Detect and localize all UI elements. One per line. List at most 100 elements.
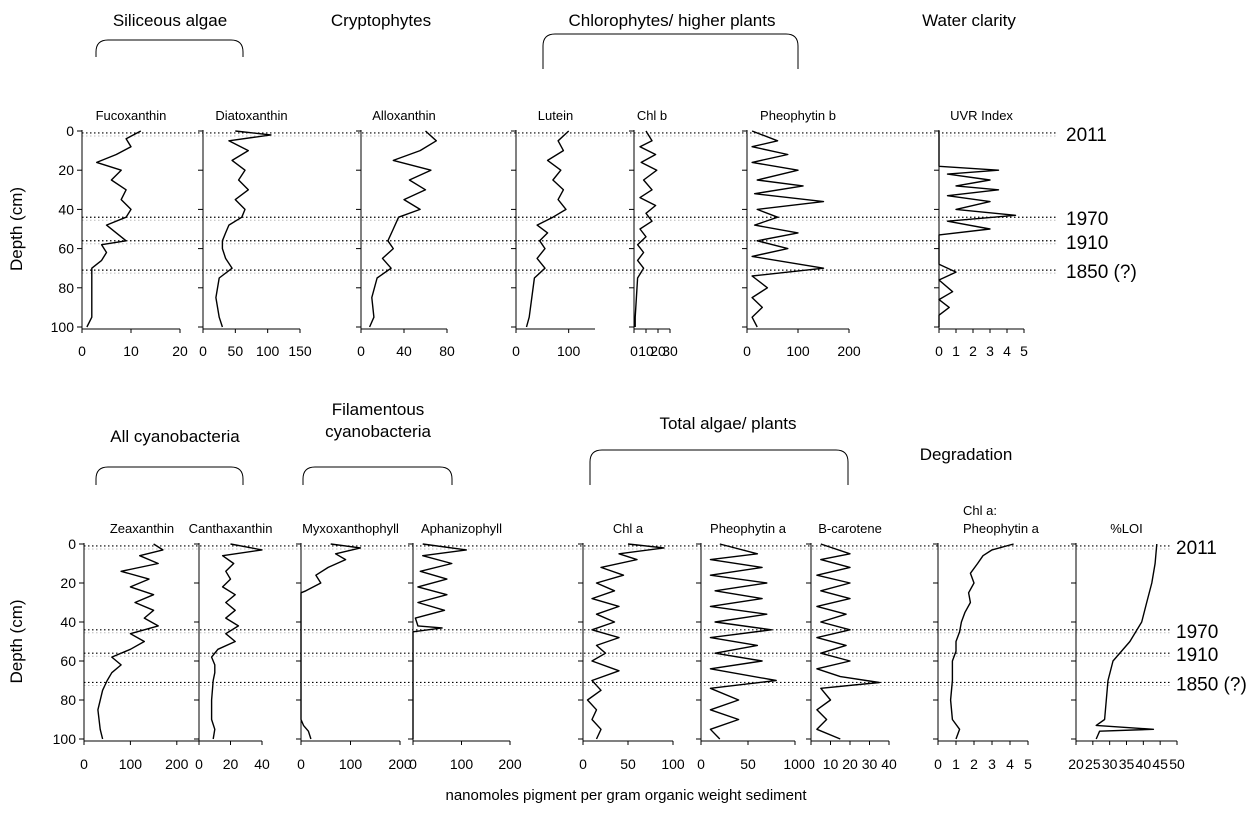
x-tick-label-bcarotene-10: 10 (823, 756, 839, 772)
x-tick-label-loi-35: 35 (1119, 756, 1135, 772)
series-line-pheophytina (709, 543, 777, 740)
series-line-chla_pheo (949, 543, 1014, 740)
reference-label-row0: 1850 (?) (1066, 262, 1137, 283)
panel-title-diatoxanthin: Diatoxanthin (215, 108, 287, 123)
x-tick-label-aphanizophyll-0: 0 (409, 756, 417, 772)
common-xlabel: nanomoles pigment per gram organic weigh… (445, 787, 807, 804)
panel-title-chla: Chl a (613, 521, 644, 536)
group-bracket-cyano (95, 466, 244, 485)
group-bracket-filcyano (302, 466, 453, 485)
x-tick-label-loi-30: 30 (1102, 756, 1118, 772)
panel-title-myxoxanthophyll: Myxoxanthophyll (302, 521, 399, 536)
x-tick-label-zeaxanthin-100: 100 (119, 756, 143, 772)
x-tick-label-chla_pheo-1: 1 (952, 756, 960, 772)
series-line-uvr (938, 131, 1017, 327)
x-tick-label-aphanizophyll-200: 200 (498, 756, 522, 772)
x-tick-label-loi-25: 25 (1085, 756, 1101, 772)
x-tick-label-fucoxanthin-10: 10 (123, 343, 139, 359)
x-tick-label-uvr-1: 1 (952, 343, 960, 359)
y-tick-label-fucoxanthin-80: 80 (58, 280, 74, 296)
x-tick-label-chlb-30: 30 (662, 343, 678, 359)
y-tick-label-zeaxanthin-80: 80 (60, 692, 76, 708)
panel-title-uvr: UVR Index (950, 108, 1013, 123)
x-tick-label-chla_pheo-3: 3 (988, 756, 996, 772)
y-tick-label-fucoxanthin-100: 100 (51, 319, 75, 335)
x-tick-label-bcarotene-40: 40 (881, 756, 897, 772)
x-tick-label-diatoxanthin-150: 150 (288, 343, 312, 359)
x-tick-label-alloxanthin-0: 0 (357, 343, 365, 359)
series-line-pheophytinb (751, 130, 825, 328)
x-tick-label-chla_pheo-2: 2 (970, 756, 978, 772)
x-tick-label-myxoxanthophyll-0: 0 (297, 756, 305, 772)
group-label-total: Total algae/ plants (659, 414, 796, 433)
series-line-fucoxanthin (86, 130, 142, 328)
x-tick-label-pheophytina-0: 0 (697, 756, 705, 772)
panel-title-canthaxanthin: Canthaxanthin (189, 521, 273, 536)
reference-label-row1: 1910 (1176, 645, 1218, 666)
series-line-aphanizophyll (412, 543, 468, 739)
y-tick-label-zeaxanthin-0: 0 (68, 536, 76, 552)
series-line-zeaxanthin (97, 543, 164, 740)
x-tick-label-uvr-4: 4 (1003, 343, 1011, 359)
panel-title-aphanizophyll: Aphanizophyll (421, 521, 502, 536)
x-tick-label-lutein-0: 0 (512, 343, 520, 359)
x-tick-label-aphanizophyll-100: 100 (450, 756, 474, 772)
panel-title-pheophytina: Pheophytin a (710, 521, 787, 536)
x-tick-label-loi-45: 45 (1152, 756, 1168, 772)
x-tick-label-uvr-3: 3 (986, 343, 994, 359)
x-tick-label-bcarotene-20: 20 (842, 756, 858, 772)
series-line-alloxanthin (368, 130, 437, 328)
y-tick-label-fucoxanthin-20: 20 (58, 162, 74, 178)
y-tick-label-fucoxanthin-0: 0 (66, 123, 74, 139)
series-line-diatoxanthin (215, 130, 272, 328)
panel-title-chla_pheo-line2: Pheophytin a (963, 521, 1040, 536)
x-tick-label-loi-40: 40 (1136, 756, 1152, 772)
x-tick-label-chla_pheo-5: 5 (1024, 756, 1032, 772)
x-tick-label-diatoxanthin-50: 50 (228, 343, 244, 359)
group-label-cyano: All cyanobacteria (110, 427, 240, 446)
panel-title-bcarotene: Β-carotene (818, 521, 882, 536)
group-bracket-total (589, 449, 849, 485)
x-tick-label-canthaxanthin-0: 0 (195, 756, 203, 772)
x-tick-label-fucoxanthin-20: 20 (172, 343, 188, 359)
y-axis-label-row0: Depth (cm) (7, 187, 26, 271)
x-tick-label-chlb-20: 20 (650, 343, 666, 359)
x-tick-label-chla-50: 50 (620, 756, 636, 772)
y-tick-label-zeaxanthin-20: 20 (60, 575, 76, 591)
panel-title-pheophytinb: Pheophytin b (760, 108, 836, 123)
panel-title-loi: %LOI (1110, 521, 1143, 536)
x-tick-label-bcarotene-0: 0 (807, 756, 815, 772)
group-label-degradation: Degradation (920, 445, 1013, 464)
x-tick-label-zeaxanthin-0: 0 (80, 756, 88, 772)
x-tick-label-pheophytina-50: 50 (740, 756, 756, 772)
series-line-chlb (634, 130, 658, 327)
x-tick-label-zeaxanthin-200: 200 (165, 756, 189, 772)
series-line-loi (1095, 543, 1158, 740)
x-tick-label-bcarotene-30: 30 (862, 756, 878, 772)
group-label-siliceous: Siliceous algae (113, 11, 227, 30)
panel-title-zeaxanthin: Zeaxanthin (110, 521, 174, 536)
y-tick-label-zeaxanthin-40: 40 (60, 614, 76, 630)
group-label-chlorophytes: Chlorophytes/ higher plants (569, 11, 776, 30)
x-tick-label-chla-0: 0 (579, 756, 587, 772)
x-tick-label-uvr-0: 0 (935, 343, 943, 359)
group-bracket-chlorophytes (542, 33, 799, 69)
series-line-chla (586, 543, 665, 740)
x-tick-label-chla_pheo-4: 4 (1006, 756, 1014, 772)
panel-title-chla_pheo: Chl a: (963, 503, 997, 518)
reference-label-row0: 2011 (1066, 125, 1107, 146)
x-tick-label-canthaxanthin-20: 20 (223, 756, 239, 772)
x-tick-label-lutein-100: 100 (557, 343, 581, 359)
x-tick-label-uvr-5: 5 (1020, 343, 1028, 359)
x-tick-label-myxoxanthophyll-200: 200 (388, 756, 412, 772)
panel-title-fucoxanthin: Fucoxanthin (96, 108, 167, 123)
series-line-lutein (525, 130, 570, 328)
group-label-water: Water clarity (922, 11, 1016, 30)
x-tick-label-canthaxanthin-40: 40 (254, 756, 270, 772)
x-tick-label-chla_pheo-0: 0 (934, 756, 942, 772)
reference-label-row0: 1970 (1066, 209, 1108, 230)
reference-label-row0: 1910 (1066, 233, 1108, 254)
y-tick-label-fucoxanthin-60: 60 (58, 241, 74, 257)
x-tick-label-pheophytinb-0: 0 (743, 343, 751, 359)
